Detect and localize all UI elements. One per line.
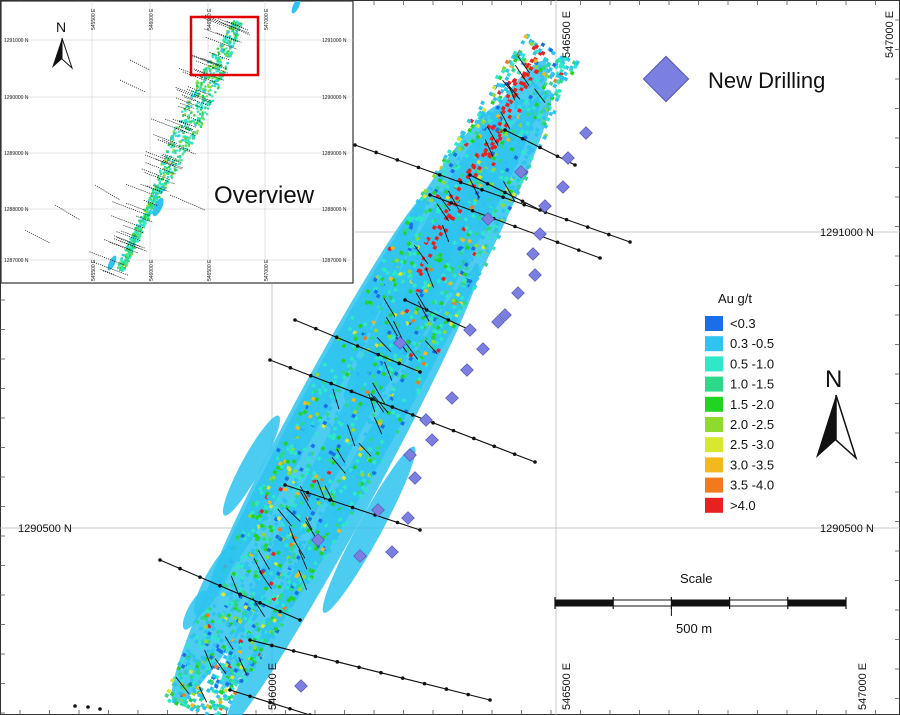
new-drilling-label: New Drilling	[708, 68, 825, 93]
northing-label-left-1290500: 1290500 N	[18, 523, 72, 535]
inset-grid	[1, 1, 353, 283]
inset-ore-body	[107, 1, 301, 273]
easting-label-top-547000: 547000 E	[884, 11, 896, 58]
northing-label-right-1291000: 1291000 N	[820, 227, 874, 239]
inset-north-arrow-icon	[52, 38, 62, 68]
scale-distance: 500 m	[676, 621, 712, 636]
inset-easting-top-547000: 547000 E	[264, 8, 270, 30]
inset-overview-label: Overview	[214, 182, 315, 209]
inset-easting-bottom-547000: 547000 E	[264, 259, 270, 281]
inset-easting-top-546500: 546500 E	[207, 8, 213, 30]
legend-swatch-2	[705, 356, 723, 372]
inset-easting-bottom-546000: 546000 E	[149, 259, 155, 281]
inset-easting-top-546000: 546000 E	[149, 8, 155, 30]
inset-coordinates: 545500 E 546000 E 546500 E 547000 E 5455…	[4, 8, 347, 281]
legend-swatch-9	[705, 497, 723, 513]
legend-label-4: 1.5 -2.0	[730, 397, 774, 412]
inset-frame	[0, 0, 354, 284]
legend-label-9: >4.0	[730, 498, 756, 513]
legend-swatch-6	[705, 437, 723, 453]
inset-northing-right-1287000: 1287000 N	[322, 258, 347, 264]
legend-swatch-1	[705, 336, 723, 352]
inset-northing-left-1289000: 1289000 N	[4, 151, 29, 157]
legend-swatch-5	[705, 417, 723, 432]
scale-title: Scale	[680, 571, 713, 586]
north-arrow: N	[816, 366, 858, 461]
inset-drill-traces	[24, 14, 251, 280]
new-drilling-key: New Drilling	[642, 55, 825, 103]
legend-swatch-4	[705, 396, 723, 412]
inset-northing-right-1291000: 1291000 N	[322, 38, 347, 44]
legend-label-1: 0.3 -0.5	[730, 336, 774, 351]
new-drilling-markers	[294, 126, 593, 693]
legend-label-8: 3.5 -4.0	[730, 478, 774, 493]
inset-northing-right-1288000: 1288000 N	[322, 207, 347, 213]
inset-north-label: N	[56, 19, 66, 35]
inset-northing-left-1291000: 1291000 N	[4, 38, 29, 44]
legend-swatch-3	[705, 376, 723, 392]
inset-easting-bottom-546500: 546500 E	[207, 259, 213, 281]
north-arrow-label: N	[825, 366, 842, 393]
inset-northing-left-1287000: 1287000 N	[4, 258, 29, 264]
northing-label-right-1290500: 1290500 N	[820, 523, 874, 535]
easting-label-bottom-546500: 546500 E	[561, 663, 573, 710]
scale-bar: Scale 500 m	[554, 571, 847, 636]
easting-label-bottom-546000: 546000 E	[267, 663, 279, 710]
grade-legend: Au g/t <0.3 0.3 -0.5 0.5 -1.0 1.0 -1.5 1.5 -…	[705, 291, 774, 513]
inset-easting-bottom-545500: 545500 E	[91, 259, 97, 281]
legend-label-5: 2.0 -2.5	[730, 417, 774, 432]
legend-title: Au g/t	[718, 291, 752, 306]
legend-swatch-0	[705, 316, 723, 331]
new-drilling-diamond-icon	[642, 55, 690, 103]
legend-label-6: 2.5 -3.0	[730, 437, 774, 452]
overview-inset: 545500 E 546000 E 546500 E 547000 E 5455…	[0, 0, 354, 284]
legend-label-3: 1.0 -1.5	[730, 377, 774, 392]
legend-swatch-8	[705, 477, 723, 493]
legend-swatch-7	[705, 457, 723, 473]
inset-highlight-box	[189, 15, 260, 77]
inset-northing-left-1290000: 1290000 N	[4, 95, 29, 101]
legend-label-7: 3.0 -3.5	[730, 457, 774, 472]
inset-north-arrow: N	[52, 19, 74, 70]
inset-northing-right-1289000: 1289000 N	[322, 151, 347, 157]
inset-northing-right-1290000: 1290000 N	[322, 95, 347, 101]
inset-northing-left-1288000: 1288000 N	[4, 207, 29, 213]
legend-label-2: 0.5 -1.0	[730, 356, 774, 371]
north-arrow-icon	[816, 395, 836, 458]
easting-label-top-546500: 546500 E	[561, 11, 573, 58]
drill-hole-traces	[73, 55, 632, 715]
easting-label-bottom-547000: 547000 E	[857, 663, 869, 710]
inset-easting-top-545500: 545500 E	[91, 8, 97, 30]
legend-label-0: <0.3	[730, 316, 756, 331]
